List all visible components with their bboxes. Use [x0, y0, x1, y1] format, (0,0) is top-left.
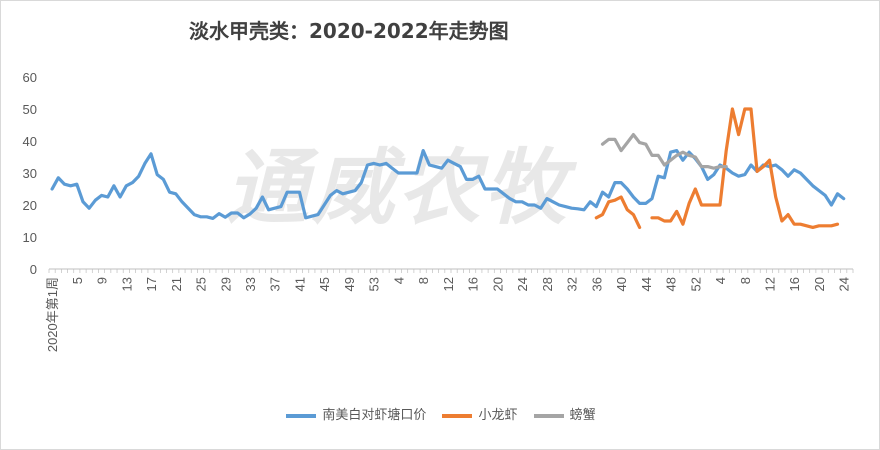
- series-line-2: [600, 133, 728, 170]
- x-tick-label: 32: [565, 277, 580, 291]
- x-tick-label: 49: [342, 277, 357, 291]
- x-tick-label: 8: [416, 277, 431, 284]
- legend-label-crab: 螃蟹: [569, 408, 596, 423]
- x-tick-label: 41: [292, 277, 307, 291]
- x-tick-label: 52: [688, 277, 703, 291]
- x-tick-label: 25: [194, 277, 209, 291]
- x-tick-label: 9: [95, 277, 110, 284]
- x-tick-label: 4: [713, 277, 728, 284]
- series-line-0: [50, 149, 846, 220]
- y-tick-label: 60: [23, 70, 37, 85]
- y-tick-label: 0: [30, 262, 37, 277]
- x-tick-label: 37: [268, 277, 283, 291]
- y-tick-label: 30: [23, 166, 37, 181]
- x-tick-label: 12: [441, 277, 456, 291]
- series-line-1: [650, 107, 840, 229]
- legend-label-crayfish: 小龙虾: [478, 408, 518, 423]
- x-tick-label: 20: [812, 277, 827, 291]
- y-tick-label: 20: [23, 198, 37, 213]
- y-tick-label: 40: [23, 134, 37, 149]
- x-tick-label: 16: [466, 277, 481, 291]
- legend-label-shrimp: 南美白对虾塘口价: [322, 408, 427, 423]
- x-tick-label: 5: [70, 277, 85, 284]
- x-tick-label: 53: [367, 277, 382, 291]
- x-tick-label: 8: [738, 277, 753, 284]
- x-tick-label: 2020年第1周: [45, 277, 60, 352]
- legend-item-shrimp: 南美白对虾塘口价: [286, 404, 426, 423]
- x-tick-label: 48: [664, 277, 679, 291]
- x-tick-label: 20: [490, 277, 505, 291]
- x-tick-label: 13: [119, 277, 134, 291]
- legend-item-crayfish: 小龙虾: [442, 404, 518, 423]
- x-tick-label: 44: [639, 277, 654, 291]
- x-tick-label: 24: [515, 277, 530, 291]
- x-tick-label: 12: [763, 277, 778, 291]
- x-tick-label: 36: [589, 277, 604, 291]
- chart-title: 淡水甲壳类：2020-2022年走势图: [189, 19, 509, 43]
- series-line-1: [594, 195, 642, 229]
- legend-item-crab: 螃蟹: [533, 404, 596, 423]
- chart-legend: 南美白对虾塘口价 小龙虾 螃蟹: [1, 404, 880, 423]
- watermark-text: 通威农牧: [226, 141, 570, 236]
- legend-swatch-crab: [533, 413, 564, 418]
- x-tick-label: 4: [391, 277, 406, 284]
- x-tick-label: 29: [218, 277, 233, 291]
- x-tick-label: 17: [144, 277, 159, 291]
- x-tick-label: 16: [787, 277, 802, 291]
- x-tick-label: 21: [169, 277, 184, 291]
- x-tick-label: 28: [540, 277, 555, 291]
- x-tick-label: 45: [317, 277, 332, 291]
- x-tick-label: 33: [243, 277, 258, 291]
- x-tick-label: 24: [837, 277, 852, 291]
- legend-swatch-crayfish: [442, 413, 473, 418]
- y-tick-label: 50: [23, 102, 37, 117]
- y-tick-label: 10: [23, 230, 37, 245]
- x-tick-label: 40: [614, 277, 629, 291]
- legend-swatch-shrimp: [286, 413, 317, 418]
